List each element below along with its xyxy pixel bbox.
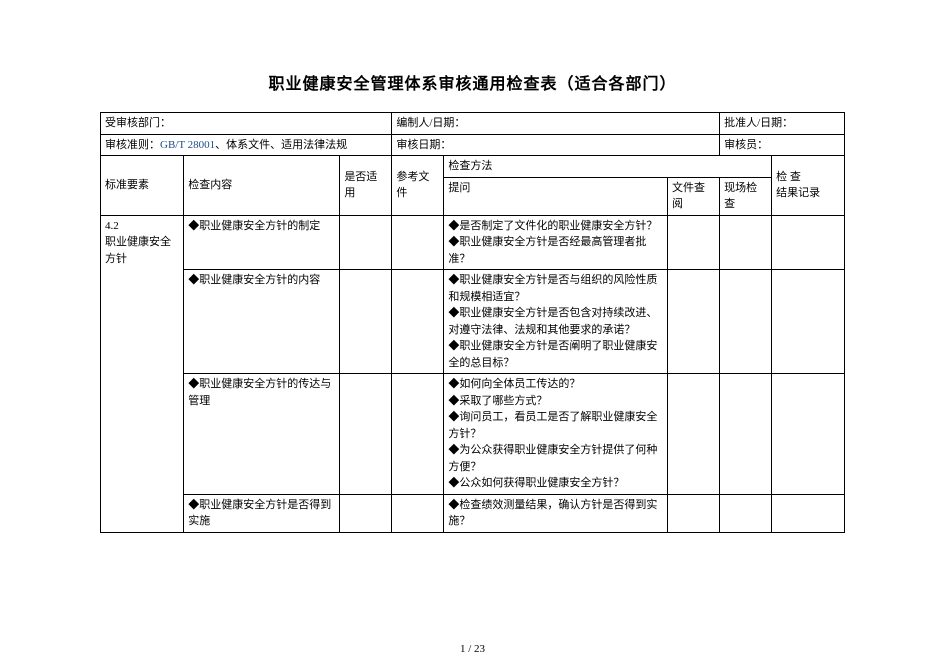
result-cell	[772, 494, 845, 532]
col-std-element: 标准要素	[101, 156, 184, 216]
docreview-cell	[668, 494, 720, 532]
sitecheck-cell	[720, 215, 772, 270]
audit-date-label: 审核日期：	[396, 139, 451, 151]
question-cell: ◆如何向全体员工传达的？ ◆采取了哪些方式？ ◆询问员工，看员工是否了解职业健康…	[444, 374, 668, 495]
question-line: ◆如何向全体员工传达的？	[448, 376, 663, 393]
table-row: 4.2 职业健康安全方针 ◆职业健康安全方针的制定 ◆是否制定了文件化的职业健康…	[101, 215, 845, 270]
question-line: ◆职业健康安全方针是否经最高管理者批准？	[448, 234, 663, 267]
element-name: 职业健康安全方针	[105, 236, 171, 265]
question-line: ◆职业健康安全方针是否阐明了职业健康安全的总目标？	[448, 338, 663, 371]
refdoc-cell	[392, 494, 444, 532]
question-line: ◆职业健康安全方针是否与组织的风险性质和规模相适宜？	[448, 272, 663, 305]
refdoc-cell	[392, 374, 444, 495]
docreview-cell	[668, 215, 720, 270]
col-result: 检 查 结果记录	[772, 156, 845, 216]
result-cell	[772, 270, 845, 374]
col-method-question: 提问	[444, 177, 668, 215]
auditor-label: 审核员：	[724, 139, 768, 151]
col-method-site: 现场检查	[720, 177, 772, 215]
question-line: ◆为公众获得职业健康安全方针提供了何种方便？	[448, 442, 663, 475]
question-cell: ◆是否制定了文件化的职业健康安全方针？ ◆职业健康安全方针是否经最高管理者批准？	[444, 215, 668, 270]
result-cell	[772, 374, 845, 495]
docreview-cell	[668, 374, 720, 495]
page-number: 1 / 23	[0, 643, 945, 655]
table-row: ◆职业健康安全方针的传达与管理 ◆如何向全体员工传达的？ ◆采取了哪些方式？ ◆…	[101, 374, 845, 495]
question-cell: ◆职业健康安全方针是否与组织的风险性质和规模相适宜？ ◆职业健康安全方针是否包含…	[444, 270, 668, 374]
criteria-cell: 审核准则：GB/T 28001、体系文件、适用法律法规	[101, 134, 392, 156]
applicable-cell	[340, 215, 392, 270]
question-line: ◆询问员工，看员工是否了解职业健康安全方针？	[448, 409, 663, 442]
result-cell	[772, 215, 845, 270]
question-line: ◆检查绩效测量结果，确认方针是否得到实施？	[448, 497, 663, 530]
content-cell: ◆职业健康安全方针的制定	[184, 215, 340, 270]
auditor-cell: 审核员：	[720, 134, 845, 156]
sitecheck-cell	[720, 494, 772, 532]
col-method-doc: 文件查阅	[668, 177, 720, 215]
col-method-group: 检查方法	[444, 156, 772, 178]
col-header-row-1: 标准要素 检查内容 是否适用 参考文件 检查方法 检 查 结果记录	[101, 156, 845, 178]
col-check-content: 检查内容	[184, 156, 340, 216]
question-line: ◆职业健康安全方针是否包含对持续改进、对遵守法律、法规和其他要求的承诺？	[448, 305, 663, 338]
applicable-cell	[340, 270, 392, 374]
refdoc-cell	[392, 215, 444, 270]
page-title: 职业健康安全管理体系审核通用检查表（适合各部门）	[100, 70, 845, 94]
question-line: ◆公众如何获得职业健康安全方针？	[448, 475, 663, 492]
table-row: ◆职业健康安全方针的内容 ◆职业健康安全方针是否与组织的风险性质和规模相适宜？ …	[101, 270, 845, 374]
question-line: ◆采取了哪些方式？	[448, 393, 663, 410]
applicable-cell	[340, 494, 392, 532]
col-ref-doc: 参考文件	[392, 156, 444, 216]
sitecheck-cell	[720, 374, 772, 495]
audit-date-cell: 审核日期：	[392, 134, 720, 156]
header-row-2: 审核准则：GB/T 28001、体系文件、适用法律法规 审核日期： 审核员：	[101, 134, 845, 156]
question-cell: ◆检查绩效测量结果，确认方针是否得到实施？	[444, 494, 668, 532]
header-row-1: 受审核部门： 编制人/日期： 批准人/日期：	[101, 113, 845, 135]
content-cell: ◆职业健康安全方针是否得到实施	[184, 494, 340, 532]
preparer-label: 编制人/日期：	[396, 117, 465, 129]
criteria-gbt: GB/T 28001	[160, 139, 215, 151]
audit-table: 受审核部门： 编制人/日期： 批准人/日期： 审核准则：GB/T 28001、体…	[100, 112, 845, 533]
question-line: ◆是否制定了文件化的职业健康安全方针？	[448, 218, 663, 235]
col-applicable: 是否适用	[340, 156, 392, 216]
refdoc-cell	[392, 270, 444, 374]
audited-dept-label: 受审核部门：	[105, 117, 171, 129]
element-cell: 4.2 职业健康安全方针	[101, 215, 184, 532]
content-cell: ◆职业健康安全方针的传达与管理	[184, 374, 340, 495]
criteria-rest: 、体系文件、适用法律法规	[215, 139, 347, 151]
approver-cell: 批准人/日期：	[720, 113, 845, 135]
table-row: ◆职业健康安全方针是否得到实施 ◆检查绩效测量结果，确认方针是否得到实施？	[101, 494, 845, 532]
element-no: 4.2	[105, 220, 119, 232]
approver-label: 批准人/日期：	[724, 117, 793, 129]
sitecheck-cell	[720, 270, 772, 374]
docreview-cell	[668, 270, 720, 374]
applicable-cell	[340, 374, 392, 495]
preparer-cell: 编制人/日期：	[392, 113, 720, 135]
criteria-label: 审核准则：	[105, 139, 160, 151]
content-cell: ◆职业健康安全方针的内容	[184, 270, 340, 374]
audited-dept-cell: 受审核部门：	[101, 113, 392, 135]
